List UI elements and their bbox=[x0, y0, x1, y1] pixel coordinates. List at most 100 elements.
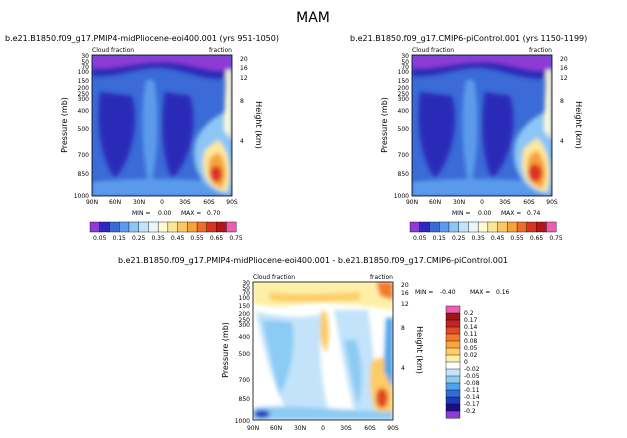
panel-2-southern-cloud-peak bbox=[528, 164, 542, 182]
panel-1-right-string: fraction bbox=[209, 47, 232, 54]
x-tick-label: 90N bbox=[247, 425, 259, 432]
colorbar-swatch bbox=[138, 221, 149, 233]
colorbar-label: 0.45 bbox=[171, 235, 185, 242]
y-tick-label: 850 bbox=[78, 171, 90, 178]
panel-2-tropical-column bbox=[462, 80, 478, 190]
y-tick-label: 200 bbox=[78, 85, 90, 92]
colorbar-swatch bbox=[448, 221, 460, 233]
colorbar-label: 0.05 bbox=[93, 235, 107, 242]
panel-3-x-ticks: 90N 60N 30N 0 30S 60S 90S bbox=[247, 425, 399, 432]
colorbar-swatch bbox=[445, 382, 461, 391]
y-tick-label: 50 bbox=[242, 285, 250, 292]
panel-3-max-label: MAX = bbox=[470, 289, 490, 296]
y-tick-label: 400 bbox=[398, 108, 410, 115]
colorbar-swatch bbox=[89, 221, 101, 233]
x-tick-label: 30S bbox=[340, 425, 352, 432]
y-tick-label: 700 bbox=[78, 152, 90, 159]
x-tick-label: 30S bbox=[179, 199, 191, 206]
panel-2-subtropics-north bbox=[418, 92, 456, 178]
colorbar-swatch bbox=[445, 326, 461, 335]
x-tick-label: 60S bbox=[203, 199, 215, 206]
y-tick-label: 1000 bbox=[74, 193, 89, 200]
x-tick-label: 60N bbox=[429, 199, 441, 206]
panel-2-tropopause-layer bbox=[412, 55, 552, 71]
panel-3-y-ticks: 30 50 70 100 150 200 250 300 400 500 700… bbox=[235, 280, 250, 425]
figure-title: MAM bbox=[296, 10, 330, 26]
colorbar-label: -0.17 bbox=[464, 401, 480, 408]
panel-1-left-string: Cloud fraction bbox=[92, 47, 134, 54]
colorbar-swatch bbox=[445, 375, 461, 384]
panel-3-surface-negative-core bbox=[254, 410, 270, 418]
x-tick-label: 60S bbox=[523, 199, 535, 206]
colorbar-label: 0.75 bbox=[229, 235, 243, 242]
panel-3-ylabel-right: Height (km) bbox=[415, 326, 424, 374]
y-tick-label: 100 bbox=[78, 69, 90, 76]
colorbar-swatch bbox=[187, 221, 198, 233]
panel-3: b.e21.B1850.f09_g17.PMIP4-midPliocene-eo… bbox=[118, 256, 510, 432]
panel-3-tropical-positive bbox=[319, 310, 329, 352]
colorbar-label: 0.55 bbox=[190, 235, 204, 242]
y-tick-label: 300 bbox=[78, 96, 90, 103]
colorbar-label: 0.15 bbox=[433, 235, 447, 242]
y-right-tick-label: 20 bbox=[560, 56, 568, 63]
y-right-tick-label: 16 bbox=[401, 290, 409, 297]
colorbar-swatch bbox=[487, 221, 499, 233]
panel-3-surface-negative bbox=[253, 406, 393, 420]
y-tick-label: 70 bbox=[81, 64, 89, 71]
panel-2-max-label: MAX = bbox=[501, 210, 521, 217]
x-tick-label: 30N bbox=[453, 199, 465, 206]
panel-2-left-string: Cloud fraction bbox=[412, 47, 454, 54]
y-tick-label: 200 bbox=[239, 311, 251, 318]
colorbar-label: 0 bbox=[464, 359, 468, 366]
panel-3-storm-track-core bbox=[376, 388, 388, 408]
colorbar-swatch bbox=[148, 221, 159, 233]
panel-2-ylabel: Pressure (mb) bbox=[380, 97, 389, 153]
y-tick-label: 500 bbox=[239, 351, 251, 358]
colorbar-swatch bbox=[546, 221, 557, 233]
panel-3-min-value: -0.40 bbox=[440, 289, 456, 296]
colorbar-label: -0.11 bbox=[464, 387, 480, 394]
colorbar-label: 0.35 bbox=[151, 235, 165, 242]
colorbar-swatch bbox=[216, 221, 227, 233]
colorbar-swatch bbox=[429, 221, 440, 233]
panel-1-max-value: 0.70 bbox=[207, 210, 221, 217]
panel-3-right-string: fraction bbox=[370, 274, 393, 281]
panel-3-southern-negative-deep bbox=[344, 340, 362, 405]
y-tick-label: 700 bbox=[398, 152, 410, 159]
panel-3-polar-upper-positive bbox=[376, 282, 393, 300]
y-tick-label: 70 bbox=[242, 290, 250, 297]
colorbar-label: 0.35 bbox=[471, 235, 485, 242]
panel-2-title: b.e21.B1850.f09_g17.CMIP6-piControl.001 … bbox=[350, 34, 587, 43]
panel-2-max-value: 0.74 bbox=[527, 210, 541, 217]
colorbar-swatch bbox=[507, 221, 518, 233]
panel-3-title: b.e21.B1850.f09_g17.PMIP4-midPliocene-eo… bbox=[118, 256, 508, 265]
colorbar-label: -0.08 bbox=[464, 380, 480, 387]
panel-1-tropical-column bbox=[142, 80, 158, 190]
y-tick-label: 850 bbox=[239, 396, 251, 403]
x-tick-label: 90S bbox=[546, 199, 558, 206]
colorbar-label: 0.25 bbox=[452, 235, 466, 242]
colorbar-swatch bbox=[167, 221, 179, 233]
panel-2-frame bbox=[411, 54, 553, 197]
y-tick-label: 400 bbox=[78, 108, 90, 115]
colorbar-swatch bbox=[468, 221, 479, 233]
colorbar-swatch bbox=[445, 312, 461, 321]
panel-2-plot-area bbox=[412, 55, 552, 196]
y-tick-label: 250 bbox=[78, 91, 90, 98]
panel-3-upper-warm-core bbox=[270, 292, 360, 303]
x-tick-label: 30N bbox=[133, 199, 145, 206]
panel-3-left-string: Cloud fraction bbox=[253, 274, 295, 281]
y-tick-label: 400 bbox=[239, 334, 251, 341]
colorbar-label: 0.05 bbox=[464, 345, 478, 352]
x-tick-label: 30N bbox=[294, 425, 306, 432]
colorbar-swatch bbox=[445, 347, 461, 356]
colorbar-swatch bbox=[497, 221, 508, 233]
colorbar-swatch bbox=[477, 221, 489, 233]
x-tick-label: 30S bbox=[499, 199, 511, 206]
y-tick-label: 700 bbox=[239, 377, 251, 384]
colorbar-swatch bbox=[99, 221, 110, 233]
colorbar-label: 0.65 bbox=[530, 235, 544, 242]
y-tick-label: 500 bbox=[398, 126, 410, 133]
colorbar-label: 0.11 bbox=[464, 331, 478, 338]
y-right-tick-label: 16 bbox=[240, 65, 248, 72]
